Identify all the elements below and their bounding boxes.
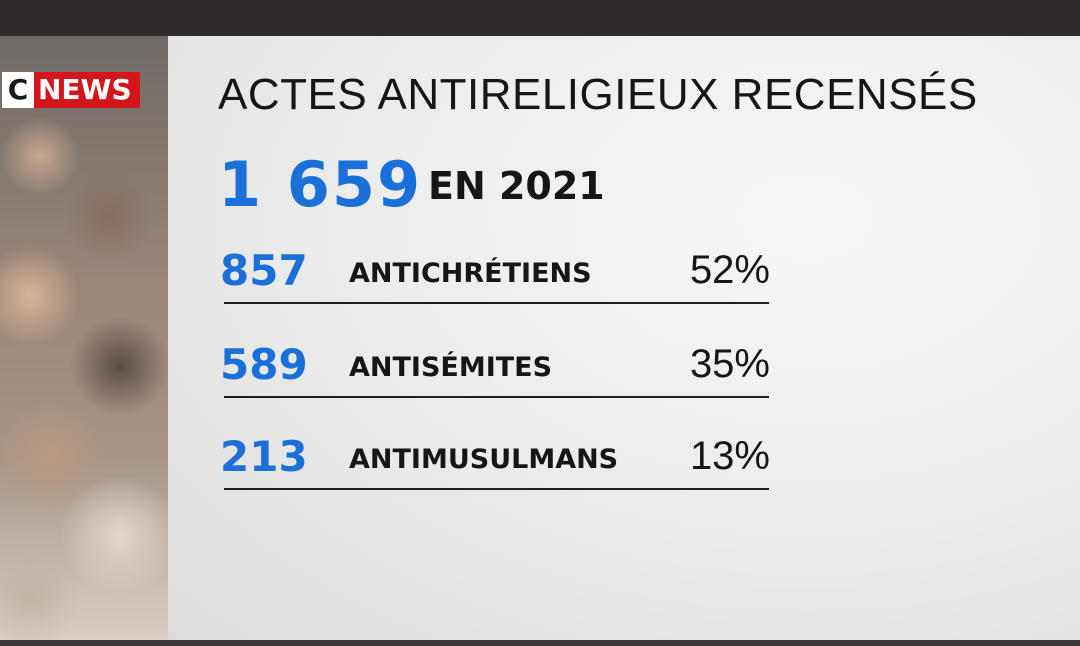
total-value: 1 659 bbox=[218, 148, 423, 221]
row-count: 589 bbox=[220, 340, 308, 389]
row-count: 213 bbox=[220, 432, 308, 481]
channel-logo: C NEWS bbox=[2, 72, 140, 108]
row-label: ANTIMUSULMANS bbox=[349, 444, 619, 475]
row-percent: 52% bbox=[689, 248, 770, 292]
title: ACTES ANTIRELIGIEUX RECENSÉS bbox=[218, 70, 978, 119]
row-rule bbox=[224, 302, 769, 304]
row-label: ANTICHRÉTIENS bbox=[349, 258, 592, 289]
bottom-bar bbox=[0, 640, 1080, 646]
row-percent: 35% bbox=[689, 342, 770, 386]
row-rule bbox=[224, 488, 769, 490]
row-percent: 13% bbox=[689, 434, 770, 478]
logo-news: NEWS bbox=[34, 72, 140, 108]
logo-c: C bbox=[2, 72, 34, 108]
row-label: ANTISÉMITES bbox=[349, 352, 553, 383]
total-label: EN 2021 bbox=[428, 164, 605, 208]
row-rule bbox=[224, 396, 769, 398]
row-count: 857 bbox=[220, 246, 308, 295]
top-bar bbox=[0, 0, 1080, 36]
info-panel bbox=[168, 36, 1080, 640]
background-photo bbox=[0, 36, 168, 640]
